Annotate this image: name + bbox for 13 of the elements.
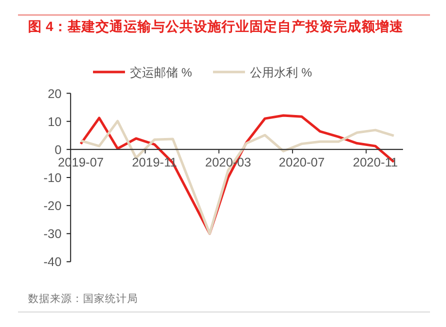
y-tick-label: 0: [54, 142, 62, 157]
y-tick-label: -10: [44, 171, 62, 185]
x-tick-label: 2020-11: [352, 155, 398, 170]
y-tick-label: -20: [44, 199, 62, 214]
y-tick-label: 10: [48, 114, 62, 129]
legend-label: 公用水利 %: [250, 66, 312, 80]
chart-title: 图 4：基建交通运输与公共设施行业固定自产投资完成额增速: [28, 18, 404, 34]
legend-label: 交运邮储 %: [130, 66, 192, 80]
x-tick-label: 2020-07: [278, 155, 325, 170]
y-tick-label: 20: [48, 86, 62, 101]
y-tick-label: -40: [44, 255, 62, 270]
y-tick-label: -30: [44, 227, 62, 242]
source-note: 数据来源：国家统计局: [28, 292, 138, 305]
